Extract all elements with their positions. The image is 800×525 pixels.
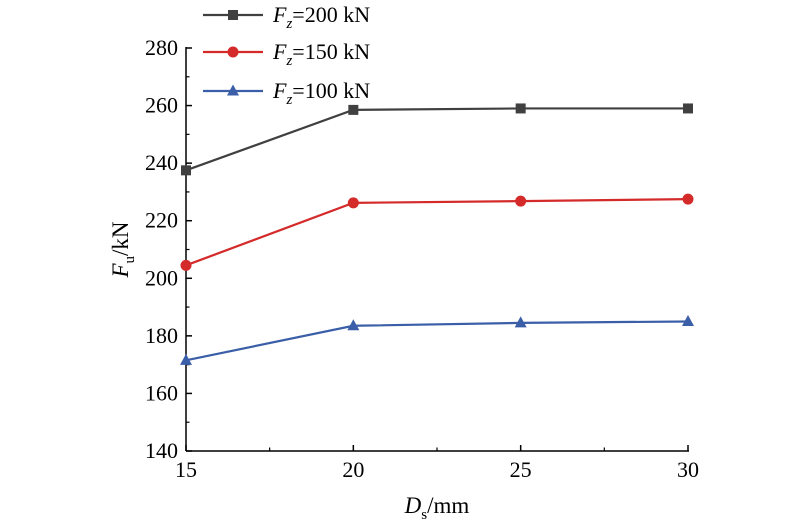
x-axis-ticks: 15 20 25 30: [175, 445, 699, 482]
legend-label-value: =100 kN: [292, 78, 370, 103]
data-point: [180, 353, 192, 365]
y-tick-label: 180: [145, 323, 178, 348]
y-tick-label: 240: [145, 150, 178, 175]
data-series: [180, 193, 694, 271]
data-point: [347, 319, 360, 331]
data-point: [682, 314, 694, 326]
legend-marker: [228, 10, 238, 20]
y-tick-label: 220: [145, 208, 178, 233]
y-axis-label-symbol: F: [108, 263, 133, 279]
legend-item: Fz=100 kN: [203, 78, 370, 108]
x-axis-label: Ds/mm: [404, 493, 470, 523]
y-axis-label-subscript: u: [122, 255, 138, 263]
y-tick-label: 140: [145, 438, 178, 463]
data-point: [514, 316, 527, 328]
data-point: [347, 197, 359, 209]
legend-label-symbol: F: [272, 78, 287, 103]
data-point: [682, 193, 694, 205]
legend-item: Fz=200 kN: [203, 2, 370, 32]
data-point: [180, 259, 192, 271]
y-axis-label: Fu/kN: [108, 221, 138, 278]
y-axis-ticks: 140 160 180 200 220 240 260 280: [145, 35, 192, 463]
series-line: [185, 107, 688, 172]
x-tick-label: 25: [510, 457, 532, 482]
y-axis-label-unit: /kN: [108, 221, 133, 256]
data-point: [181, 165, 191, 176]
x-tick-label: 15: [175, 457, 197, 482]
legend-label-subscript: z: [285, 16, 292, 32]
x-tick-label: 30: [677, 457, 699, 482]
data-point: [683, 103, 693, 114]
x-tick-label: 20: [342, 457, 364, 482]
x-axis-label-symbol: D: [404, 493, 422, 518]
y-tick-label: 160: [145, 380, 178, 405]
legend-item: Fz=150 kN: [203, 39, 370, 69]
legend-marker: [227, 84, 239, 96]
y-tick-label: 280: [145, 35, 178, 60]
legend-label: Fz=150 kN: [272, 39, 370, 69]
legend-label: Fz=100 kN: [272, 78, 370, 108]
series-line: [185, 320, 689, 362]
legend-label-symbol: F: [272, 39, 287, 64]
data-series: [181, 103, 693, 176]
series-line: [185, 198, 689, 267]
legend-label-subscript: z: [285, 53, 292, 69]
legend-label-value: =200 kN: [292, 2, 370, 27]
y-tick-label: 200: [145, 265, 178, 290]
data-series: [180, 314, 694, 365]
data-point: [515, 103, 526, 114]
legend-label: Fz=200 kN: [272, 2, 370, 32]
data-point: [348, 104, 359, 115]
data-point: [515, 195, 527, 207]
x-axis-label-subscript: s: [421, 507, 427, 523]
y-tick-label: 260: [145, 93, 178, 118]
legend-label-subscript: z: [285, 92, 292, 108]
legend-marker: [227, 46, 239, 58]
x-axis-label-unit: /mm: [427, 493, 469, 518]
legend-label-symbol: F: [272, 2, 287, 27]
legend-label-value: =150 kN: [292, 39, 370, 64]
series-layer: [180, 103, 694, 365]
